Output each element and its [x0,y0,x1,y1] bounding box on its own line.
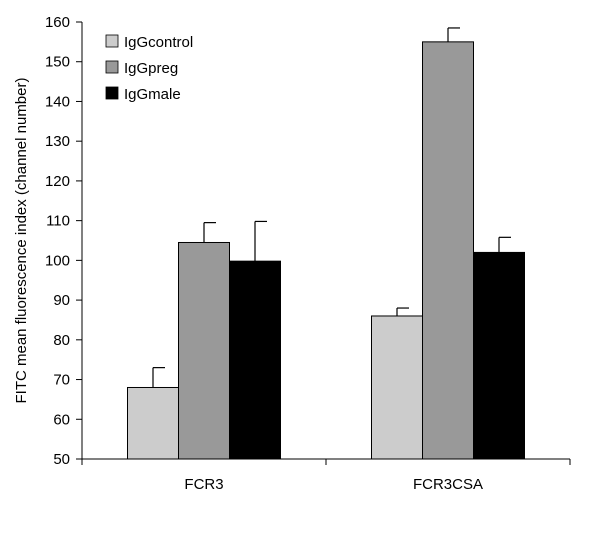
bar-IgGmale-FCR3CSA [473,251,525,460]
legend-label: IgGpreg [124,60,178,77]
y-tick-label: 70 [53,372,70,389]
x-category-label: FCR3CSA [413,476,483,493]
bar-IgGcontrol-FCR3 [127,386,179,460]
legend-label: IgGmale [124,86,181,103]
y-tick-label: 120 [45,173,70,190]
y-tick-label: 50 [53,451,70,468]
bar-IgGmale-FCR3 [229,260,281,460]
bar-IgGpreg-FCR3 [178,241,230,460]
legend-swatch-IgGmale [105,86,119,100]
y-tick-label: 160 [45,14,70,31]
y-tick-label: 90 [53,292,70,309]
y-tick-label: 110 [46,213,70,230]
legend-label: IgGcontrol [124,34,193,51]
y-tick-label: 100 [45,252,70,269]
bar-IgGcontrol-FCR3CSA [371,315,423,460]
legend-swatch-IgGcontrol [105,34,119,48]
x-category-label: FCR3 [184,476,223,493]
legend-swatch-IgGpreg [105,60,119,74]
y-tick-label: 60 [53,411,70,428]
y-tick-label: 130 [45,133,70,150]
bar-IgGpreg-FCR3CSA [422,41,474,460]
y-tick-label: 150 [45,54,70,71]
y-axis-title: FITC mean fluorescence index (channel nu… [13,78,30,404]
y-tick-label: 80 [53,332,70,349]
y-tick-label: 140 [45,93,70,110]
